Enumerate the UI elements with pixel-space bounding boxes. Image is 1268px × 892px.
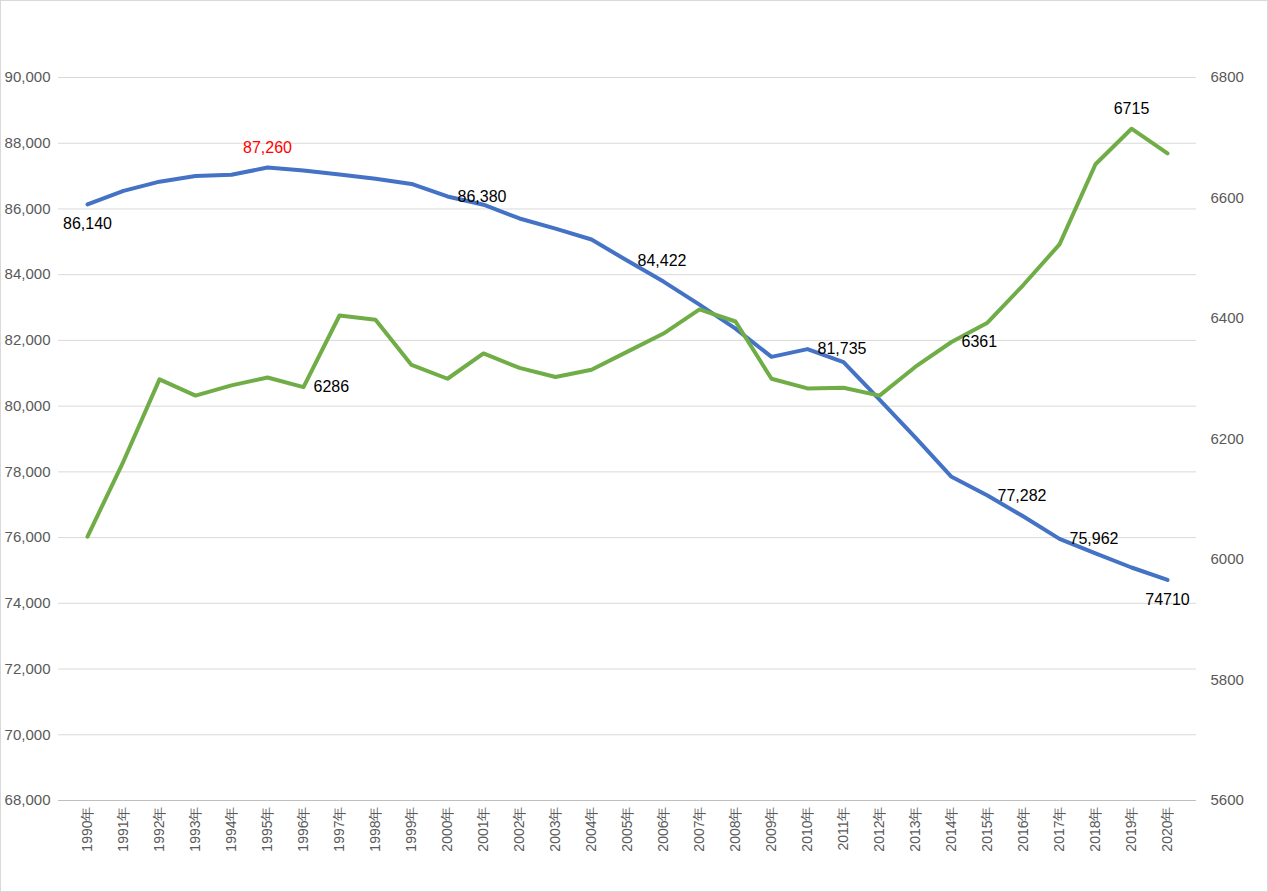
svg-text:2010年: 2010年	[799, 807, 815, 852]
svg-text:1990年: 1990年	[79, 807, 95, 852]
svg-text:86,380: 86,380	[458, 188, 507, 205]
svg-text:5800: 5800	[1211, 671, 1244, 688]
svg-text:1997年: 1997年	[331, 807, 347, 852]
svg-text:74,000: 74,000	[5, 594, 51, 611]
svg-text:2012年: 2012年	[871, 807, 887, 852]
svg-text:87,260: 87,260	[243, 139, 292, 156]
svg-text:2019年: 2019年	[1123, 807, 1139, 852]
svg-text:6600: 6600	[1211, 189, 1244, 206]
svg-text:74710: 74710	[1145, 591, 1190, 608]
svg-text:80,000: 80,000	[5, 397, 51, 414]
svg-text:84,000: 84,000	[5, 265, 51, 282]
svg-text:1994年: 1994年	[223, 807, 239, 852]
svg-text:90,000: 90,000	[5, 68, 51, 85]
svg-text:76,000: 76,000	[5, 528, 51, 545]
svg-text:68,000: 68,000	[5, 791, 51, 808]
svg-text:2011年: 2011年	[835, 807, 851, 851]
svg-text:75,962: 75,962	[1070, 530, 1119, 547]
svg-text:1999年: 1999年	[403, 807, 419, 852]
svg-text:6200: 6200	[1211, 430, 1244, 447]
svg-text:6286: 6286	[314, 378, 350, 395]
svg-text:2000年: 2000年	[439, 807, 455, 852]
svg-text:5600: 5600	[1211, 791, 1244, 808]
svg-text:6715: 6715	[1114, 100, 1150, 117]
svg-text:86,140: 86,140	[63, 215, 112, 232]
svg-text:6000: 6000	[1211, 550, 1244, 567]
svg-text:2004年: 2004年	[583, 807, 599, 852]
svg-text:81,735: 81,735	[818, 340, 867, 357]
svg-text:84,422: 84,422	[638, 252, 687, 269]
svg-text:86,000: 86,000	[5, 200, 51, 217]
svg-text:2017年: 2017年	[1051, 807, 1067, 852]
svg-text:1993年: 1993年	[187, 807, 203, 852]
svg-text:2001年: 2001年	[475, 807, 491, 852]
svg-text:2014年: 2014年	[943, 807, 959, 852]
svg-text:2008年: 2008年	[727, 807, 743, 852]
svg-text:70,000: 70,000	[5, 726, 51, 743]
svg-text:2009年: 2009年	[763, 807, 779, 852]
svg-text:2013年: 2013年	[907, 807, 923, 852]
svg-text:2003年: 2003年	[547, 807, 563, 852]
svg-text:6800: 6800	[1211, 68, 1244, 85]
svg-text:88,000: 88,000	[5, 134, 51, 151]
svg-text:2006年: 2006年	[655, 807, 671, 852]
svg-text:1995年: 1995年	[259, 807, 275, 852]
svg-text:78,000: 78,000	[5, 463, 51, 480]
svg-text:2005年: 2005年	[619, 807, 635, 852]
svg-text:6361: 6361	[962, 333, 998, 350]
svg-text:2015年: 2015年	[979, 807, 995, 852]
svg-text:72,000: 72,000	[5, 660, 51, 677]
svg-text:2018年: 2018年	[1087, 807, 1103, 852]
svg-text:6400: 6400	[1211, 309, 1244, 326]
svg-text:1996年: 1996年	[295, 807, 311, 852]
svg-text:2016年: 2016年	[1015, 807, 1031, 852]
svg-text:2007年: 2007年	[691, 807, 707, 852]
svg-text:1992年: 1992年	[151, 807, 167, 852]
svg-text:1998年: 1998年	[367, 807, 383, 852]
svg-text:82,000: 82,000	[5, 331, 51, 348]
svg-text:2020年: 2020年	[1159, 807, 1175, 852]
svg-text:1991年: 1991年	[115, 807, 131, 852]
svg-text:2002年: 2002年	[511, 807, 527, 852]
svg-text:77,282: 77,282	[998, 487, 1047, 504]
